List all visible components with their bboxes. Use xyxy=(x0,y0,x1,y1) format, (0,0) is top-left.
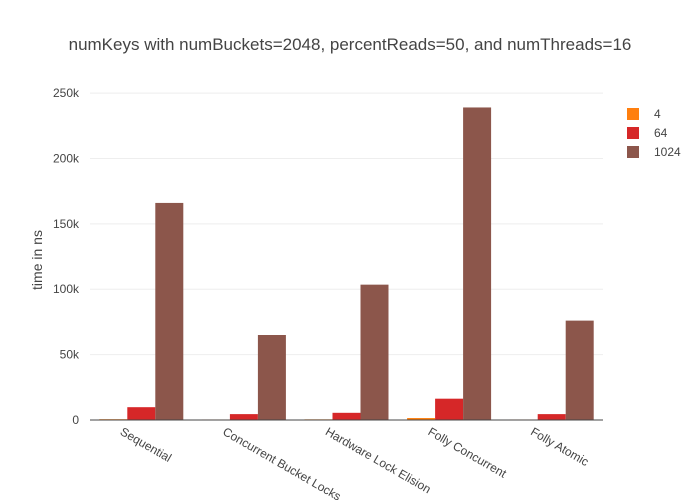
legend-label[interactable]: 1024 xyxy=(654,145,681,159)
bar-64-2[interactable] xyxy=(332,412,361,420)
y-tick-label: 250k xyxy=(53,86,80,100)
y-tick-label: 100k xyxy=(53,282,80,296)
bar-1024-3[interactable] xyxy=(463,107,492,420)
legend-label[interactable]: 64 xyxy=(654,126,668,140)
y-tick-label: 50k xyxy=(60,348,80,362)
legend: 4 64 1024 xyxy=(627,107,681,159)
bar-4-3[interactable] xyxy=(407,418,436,420)
legend-swatch-64[interactable] xyxy=(627,127,639,139)
bar-1024-1[interactable] xyxy=(257,335,286,420)
legend-label[interactable]: 4 xyxy=(654,107,661,121)
x-tick-label: Folly Concurrent xyxy=(426,424,510,480)
bar-1024-2[interactable] xyxy=(360,284,389,420)
bar-64-0[interactable] xyxy=(127,407,156,420)
legend-swatch-4[interactable] xyxy=(627,108,639,120)
x-tick-label: Folly Atomic xyxy=(528,424,591,468)
y-tick-label: 0 xyxy=(72,413,79,427)
y-axis-title: time in ns xyxy=(29,230,45,290)
y-tick-label: 150k xyxy=(53,217,80,231)
bar-64-1[interactable] xyxy=(229,414,258,420)
y-tick-label: 200k xyxy=(53,151,80,165)
bar-1024-0[interactable] xyxy=(155,202,184,420)
bar-64-3[interactable] xyxy=(435,398,464,420)
x-tick-label: Hardware Lock Elision xyxy=(323,424,433,496)
x-tick-label: Sequential xyxy=(118,424,174,464)
legend-swatch-1024[interactable] xyxy=(627,146,639,158)
bar-1024-4[interactable] xyxy=(565,320,594,420)
bar-64-4[interactable] xyxy=(537,414,566,420)
bars-layer xyxy=(90,107,603,421)
chart-title: numKeys with numBuckets=2048, percentRea… xyxy=(69,35,632,54)
x-axis-ticks: Sequential Concurrent Bucket LocksHardwar… xyxy=(118,424,591,500)
y-axis-ticks: 0 50k 100k 150k 200k 250k xyxy=(53,86,80,427)
